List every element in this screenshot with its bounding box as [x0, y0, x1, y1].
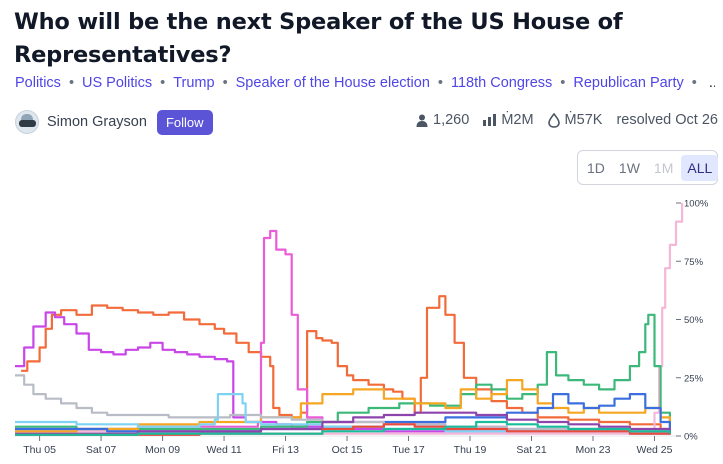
- time-range-selector: 1D 1W 1M ALL: [577, 150, 719, 185]
- x-tick-label: Fri 13: [272, 444, 299, 456]
- liquidity-value: Ṁ57K: [564, 112, 603, 128]
- x-tick-label: Sat 07: [86, 444, 117, 456]
- droplet-icon: [547, 112, 560, 128]
- x-tick-label: Mon 09: [145, 444, 180, 456]
- range-all-button[interactable]: ALL: [681, 154, 719, 181]
- tag-speaker-election[interactable]: Speaker of the House election: [235, 75, 430, 91]
- series-line-9[interactable]: [15, 411, 671, 435]
- range-1m-button[interactable]: 1M: [648, 155, 679, 181]
- follow-button[interactable]: Follow: [156, 109, 213, 135]
- x-tick-label: Wed 25: [636, 444, 672, 456]
- liquidity-stat[interactable]: Ṁ57K: [547, 112, 603, 128]
- range-1d-button[interactable]: 1D: [581, 155, 611, 181]
- tag-republican-party[interactable]: Republican Party: [573, 75, 684, 91]
- x-tick-label: Oct 15: [332, 444, 363, 456]
- author-name[interactable]: Simon Grayson: [47, 114, 147, 130]
- page-title: Who will be the next Speaker of the US H…: [14, 9, 623, 68]
- resolved-status: resolved Oct 26: [616, 112, 718, 128]
- y-tick-label: 25%: [684, 373, 704, 384]
- bar-chart-icon: [483, 114, 497, 126]
- x-tick-label: Sat 21: [516, 444, 547, 456]
- avatar[interactable]: [15, 110, 39, 134]
- series-line-8[interactable]: [15, 393, 670, 435]
- y-tick-label: 50%: [684, 315, 704, 326]
- x-tick-label: Mon 23: [575, 444, 610, 456]
- x-tick-label: Thu 05: [23, 444, 56, 456]
- tag-separator: •: [222, 75, 228, 91]
- y-tick-label: 100%: [684, 199, 709, 210]
- x-tick-label: Thu 19: [454, 444, 487, 456]
- series-line-7[interactable]: [15, 374, 671, 434]
- series-line-11[interactable]: [15, 420, 671, 436]
- tag-separator: •: [437, 75, 443, 91]
- tag-list: Politics • US Politics • Trump • Speaker of th…: [15, 73, 715, 93]
- range-1w-button[interactable]: 1W: [613, 155, 646, 181]
- tag-separator: •: [68, 75, 75, 91]
- volume-stat[interactable]: Ṁ2M: [483, 112, 534, 128]
- tag-118th-congress[interactable]: 118th Congress: [450, 75, 553, 91]
- series-line-0[interactable]: [21, 295, 671, 432]
- traders-count: 1,260: [433, 112, 470, 128]
- x-tick-label: Wed 11: [206, 444, 241, 456]
- tag-us-politics[interactable]: US Politics: [82, 75, 153, 91]
- traders-stat[interactable]: 1,260: [416, 112, 469, 128]
- author-row: Simon Grayson Follow: [15, 108, 213, 136]
- volume-value: Ṁ2M: [501, 112, 534, 128]
- tags-more-button[interactable]: ...: [708, 75, 715, 91]
- person-icon: [416, 114, 428, 127]
- tag-trump[interactable]: Trump: [173, 75, 215, 91]
- y-tick-label: 75%: [684, 257, 704, 268]
- probability-chart[interactable]: 100% 75% 50% 25% 0% Thu 05 Sat 07 Mon 09 Wed 11 F…: [0, 190, 723, 464]
- series-line-3[interactable]: [15, 203, 684, 435]
- tag-separator: •: [560, 75, 566, 91]
- tag-separator: •: [691, 75, 697, 91]
- y-tick-label: 0%: [684, 432, 698, 443]
- x-tick-label: Tue 17: [392, 444, 424, 456]
- market-stats: 1,260 Ṁ2M Ṁ57K resolved Oct 26: [402, 112, 718, 128]
- tag-separator: •: [160, 75, 166, 91]
- tag-politics[interactable]: Politics: [15, 75, 61, 91]
